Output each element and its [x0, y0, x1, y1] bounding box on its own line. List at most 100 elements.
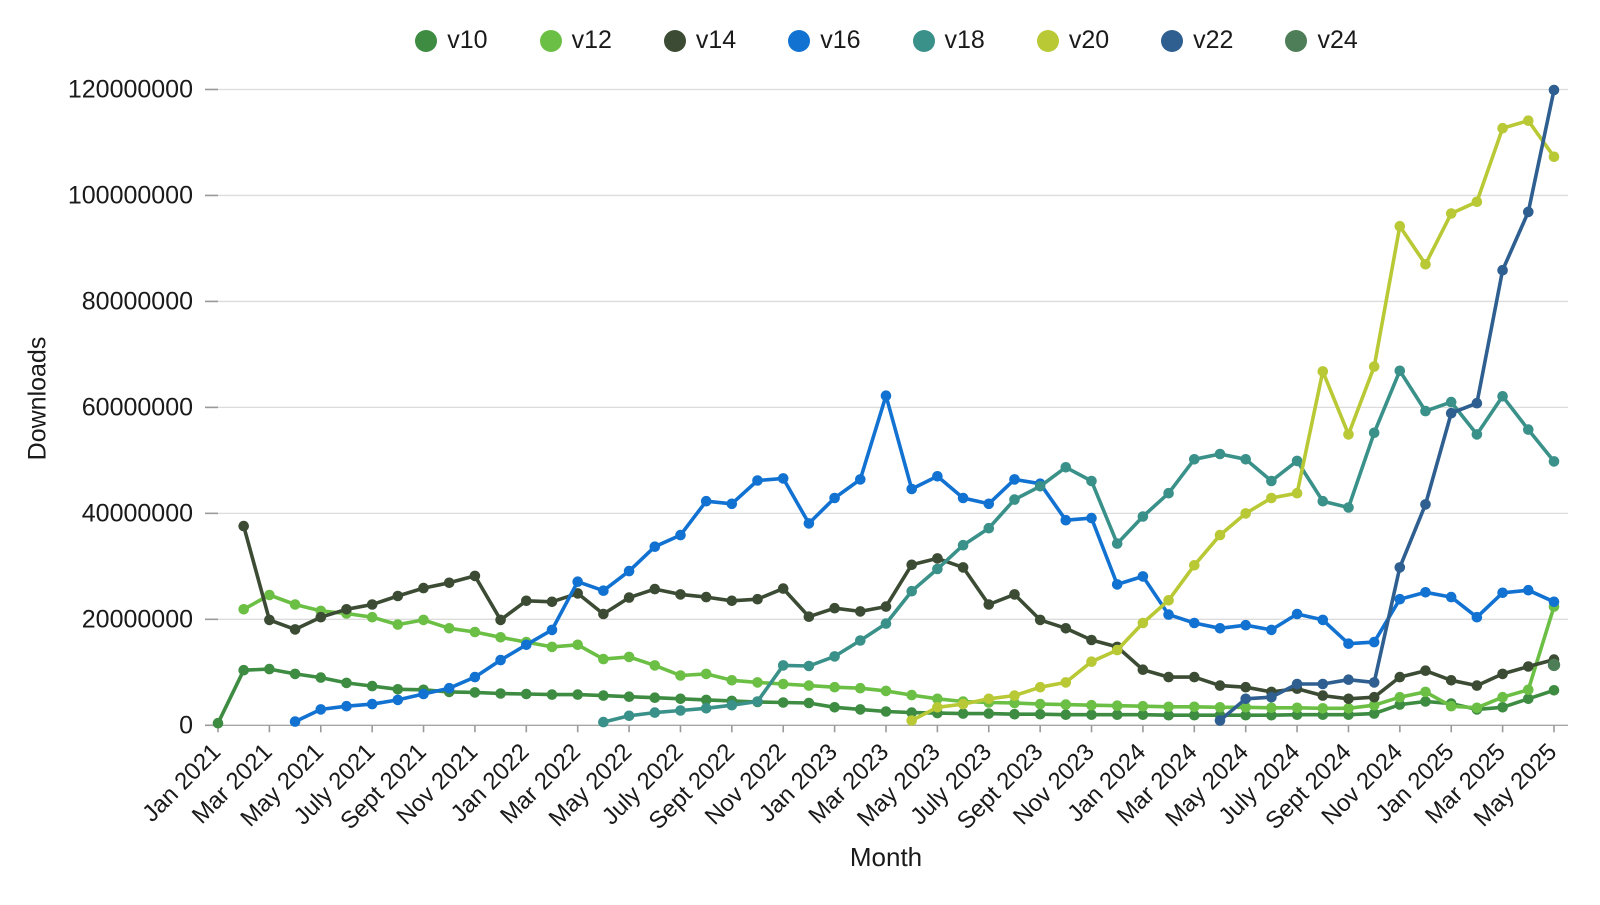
series-v12-point[interactable]: [1060, 699, 1072, 710]
series-v22-point[interactable]: [1497, 264, 1508, 276]
series-v20-point[interactable]: [957, 698, 969, 710]
series-v20-point[interactable]: [1497, 122, 1508, 134]
series-v10-point[interactable]: [1394, 699, 1406, 710]
legend-item-v18[interactable]: v18: [912, 26, 985, 55]
series-v12-point[interactable]: [777, 678, 789, 690]
series-v12-point[interactable]: [443, 623, 455, 634]
series-v16-point[interactable]: [932, 471, 943, 482]
series-v22-point[interactable]: [1266, 691, 1277, 703]
series-v12-point[interactable]: [1445, 700, 1457, 712]
legend-item-v22[interactable]: v22: [1161, 26, 1233, 55]
series-v18-point[interactable]: [1420, 405, 1431, 417]
series-v16-point[interactable]: [495, 654, 506, 666]
series-v14-point[interactable]: [1214, 680, 1226, 691]
series-v12-point[interactable]: [238, 604, 249, 615]
series-v10-point[interactable]: [546, 689, 558, 700]
series-v18-point[interactable]: [1497, 391, 1508, 402]
series-v16-point[interactable]: [777, 473, 789, 484]
series-v20-point[interactable]: [906, 715, 917, 726]
series-v18-point[interactable]: [623, 710, 635, 722]
series-v14-point[interactable]: [700, 591, 712, 603]
series-v20-point[interactable]: [1471, 196, 1483, 208]
series-v12-point[interactable]: [392, 619, 404, 630]
series-v10-point[interactable]: [212, 717, 224, 729]
series-v10-point[interactable]: [341, 677, 352, 689]
series-v20-point[interactable]: [1240, 508, 1251, 519]
series-v14-point[interactable]: [649, 583, 661, 595]
series-v18-point[interactable]: [803, 660, 815, 672]
series-v16-point[interactable]: [623, 565, 635, 577]
series-v14-point[interactable]: [623, 592, 635, 603]
series-v14-point[interactable]: [829, 602, 840, 614]
series-v14-point[interactable]: [1060, 623, 1072, 634]
series-v16-point[interactable]: [1137, 571, 1149, 582]
series-v18-point[interactable]: [675, 705, 686, 716]
series-v18-point[interactable]: [1548, 456, 1560, 467]
series-v14-point[interactable]: [675, 589, 686, 600]
series-v18-point[interactable]: [829, 651, 840, 662]
series-v18-point[interactable]: [1471, 429, 1483, 440]
series-v14-point[interactable]: [777, 583, 789, 594]
series-v16-point[interactable]: [546, 624, 558, 636]
series-v20-point[interactable]: [1189, 560, 1200, 571]
series-v16-point[interactable]: [521, 639, 532, 651]
series-v16-point[interactable]: [1086, 512, 1097, 524]
series-v10-point[interactable]: [1240, 709, 1251, 721]
series-v12-point[interactable]: [803, 680, 815, 691]
series-v10-point[interactable]: [1060, 709, 1072, 720]
series-v10-point[interactable]: [983, 708, 995, 719]
series-v10-point[interactable]: [1523, 693, 1534, 705]
series-v12-point[interactable]: [1009, 697, 1020, 709]
series-v18-point[interactable]: [649, 707, 661, 718]
series-v14-point[interactable]: [1163, 671, 1174, 683]
series-v12-point[interactable]: [1086, 699, 1097, 711]
series-v16-point[interactable]: [726, 498, 738, 510]
series-v14-point[interactable]: [957, 562, 969, 573]
series-v14-point[interactable]: [1317, 690, 1329, 701]
series-v18-point[interactable]: [1343, 502, 1354, 513]
series-v12-point[interactable]: [906, 689, 917, 701]
series-v16-point[interactable]: [341, 700, 352, 712]
series-v18-point[interactable]: [1445, 396, 1457, 408]
series-v20-point[interactable]: [1111, 644, 1123, 656]
series-v14-point[interactable]: [418, 582, 429, 594]
series-v22-point[interactable]: [1214, 715, 1226, 726]
series-v16-point[interactable]: [443, 682, 455, 694]
series-v12-point[interactable]: [418, 614, 429, 626]
series-v12-point[interactable]: [1420, 686, 1431, 698]
series-v10-point[interactable]: [1189, 709, 1200, 721]
series-v14-point[interactable]: [546, 596, 558, 608]
series-v12-point[interactable]: [1111, 700, 1123, 711]
series-v20-point[interactable]: [1523, 115, 1534, 126]
series-v10-point[interactable]: [1034, 708, 1046, 720]
series-v14-point[interactable]: [392, 590, 404, 602]
series-v16-point[interactable]: [1497, 587, 1508, 599]
series-v14-point[interactable]: [1189, 671, 1200, 683]
series-v14-point[interactable]: [1343, 693, 1354, 705]
series-v14-point[interactable]: [906, 559, 917, 571]
series-v12-point[interactable]: [1266, 702, 1277, 714]
series-v16-point[interactable]: [649, 541, 661, 552]
series-v18-point[interactable]: [1214, 448, 1226, 460]
series-v14-point[interactable]: [1420, 665, 1431, 676]
series-v14-point[interactable]: [855, 606, 866, 617]
series-v10-point[interactable]: [1111, 709, 1123, 720]
series-v14-point[interactable]: [289, 624, 301, 635]
series-v16-point[interactable]: [1445, 591, 1457, 603]
series-v16-point[interactable]: [1009, 474, 1020, 485]
series-v12-point[interactable]: [1291, 702, 1303, 714]
series-v16-point[interactable]: [572, 576, 583, 587]
series-v12-point[interactable]: [546, 641, 558, 653]
series-v14-point[interactable]: [726, 595, 738, 607]
series-v12-point[interactable]: [1394, 691, 1406, 703]
series-v12-point[interactable]: [469, 626, 481, 638]
series-v12-point[interactable]: [675, 670, 686, 681]
legend-item-v24[interactable]: v24: [1285, 26, 1358, 55]
series-v10-point[interactable]: [1163, 709, 1174, 721]
series-v16-point[interactable]: [1189, 617, 1200, 629]
series-v18-point[interactable]: [1189, 454, 1200, 465]
series-v12-point[interactable]: [289, 599, 301, 610]
series-v12-point[interactable]: [880, 685, 892, 697]
series-v14-point[interactable]: [315, 611, 327, 623]
series-v14-point[interactable]: [1445, 675, 1457, 686]
